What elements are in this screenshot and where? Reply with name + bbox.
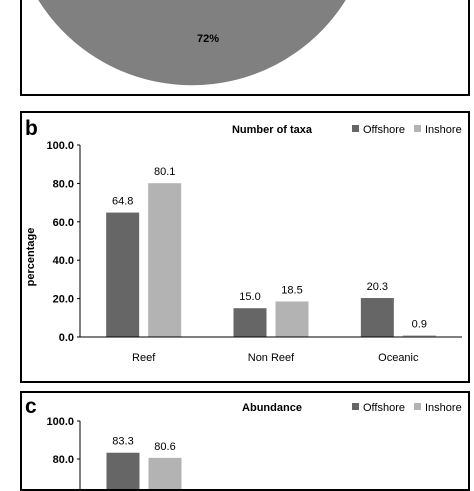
legend-label: Offshore: [363, 124, 405, 136]
bar: [148, 183, 182, 337]
bar: [233, 308, 267, 337]
data-label: 80.6: [154, 441, 175, 453]
bar: [402, 335, 436, 337]
y-tick-label: 40.0: [53, 255, 74, 267]
y-axis: 80.0 100.0: [46, 416, 81, 489]
pie-chart-panel: 72%: [20, 0, 470, 96]
data-label: 64.8: [112, 196, 133, 208]
legend-swatch: [352, 403, 359, 410]
y-tick-label: 20.0: [53, 294, 74, 306]
legend: Offshore Inshore: [352, 124, 462, 136]
pie-slice: [36, 0, 348, 87]
bar: [106, 452, 140, 489]
pie-chart: 72%: [36, 0, 348, 87]
abundance-panel: c Abundance Offshore Inshore 80.0 100.0 83…: [20, 391, 470, 491]
data-label: 80.1: [154, 166, 175, 178]
bars: 83.3 80.6: [106, 436, 182, 489]
chart-title: Number of taxa: [232, 124, 313, 136]
legend: Offshore Inshore: [352, 402, 462, 414]
y-tick-label: 0.0: [59, 332, 74, 344]
x-axis: Reef Non Reef Oceanic: [80, 336, 462, 364]
y-axis: 0.0 20.0 40.0 60.0 80.0 100.0: [46, 140, 81, 344]
y-tick-label: 100.0: [46, 140, 74, 152]
panel-c-letter: c: [25, 395, 37, 418]
y-tick-label: 60.0: [53, 217, 74, 229]
x-tick-label: Non Reef: [248, 352, 295, 364]
legend-swatch: [352, 125, 359, 132]
bar: [106, 212, 140, 337]
x-tick-label: Oceanic: [378, 352, 419, 364]
legend-label: Inshore: [425, 402, 462, 414]
number-of-taxa-panel: b Number of taxa Offshore Inshore 0.0 20.0…: [20, 111, 470, 383]
legend-swatch: [414, 403, 421, 410]
bars: 64.8 80.1 15.0 18.5 20.3 0.9: [106, 166, 436, 337]
abundance-chart: c Abundance Offshore Inshore 80.0 100.0 83…: [25, 395, 462, 489]
x-tick-label: Reef: [132, 352, 156, 364]
data-label: 83.3: [112, 436, 133, 448]
chart-title: Abundance: [242, 402, 302, 414]
panel-b-letter: b: [25, 117, 38, 140]
y-tick-label: 100.0: [46, 416, 74, 428]
bar: [275, 301, 309, 337]
y-tick-label: 80.0: [53, 454, 74, 466]
legend-label: Inshore: [425, 124, 462, 136]
data-label: 20.3: [367, 281, 388, 293]
bar: [360, 298, 394, 337]
pie-slice-label: 72%: [197, 33, 219, 45]
bar: [148, 457, 182, 489]
legend-label: Offshore: [363, 402, 405, 414]
y-tick-label: 80.0: [53, 178, 74, 190]
data-label: 0.9: [412, 318, 427, 330]
data-label: 15.0: [239, 291, 260, 303]
y-axis-label: percentage: [25, 228, 37, 287]
number-of-taxa-chart: b Number of taxa Offshore Inshore 0.0 20.0…: [25, 117, 462, 364]
data-label: 18.5: [281, 284, 302, 296]
legend-swatch: [414, 125, 421, 132]
